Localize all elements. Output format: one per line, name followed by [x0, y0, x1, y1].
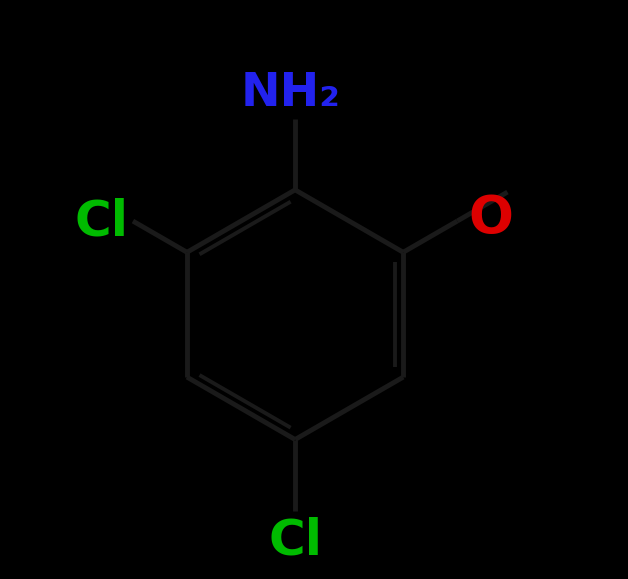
- Text: NH₂: NH₂: [241, 71, 340, 116]
- Text: O: O: [468, 193, 513, 245]
- Text: Cl: Cl: [75, 197, 129, 245]
- Text: Cl: Cl: [268, 516, 322, 564]
